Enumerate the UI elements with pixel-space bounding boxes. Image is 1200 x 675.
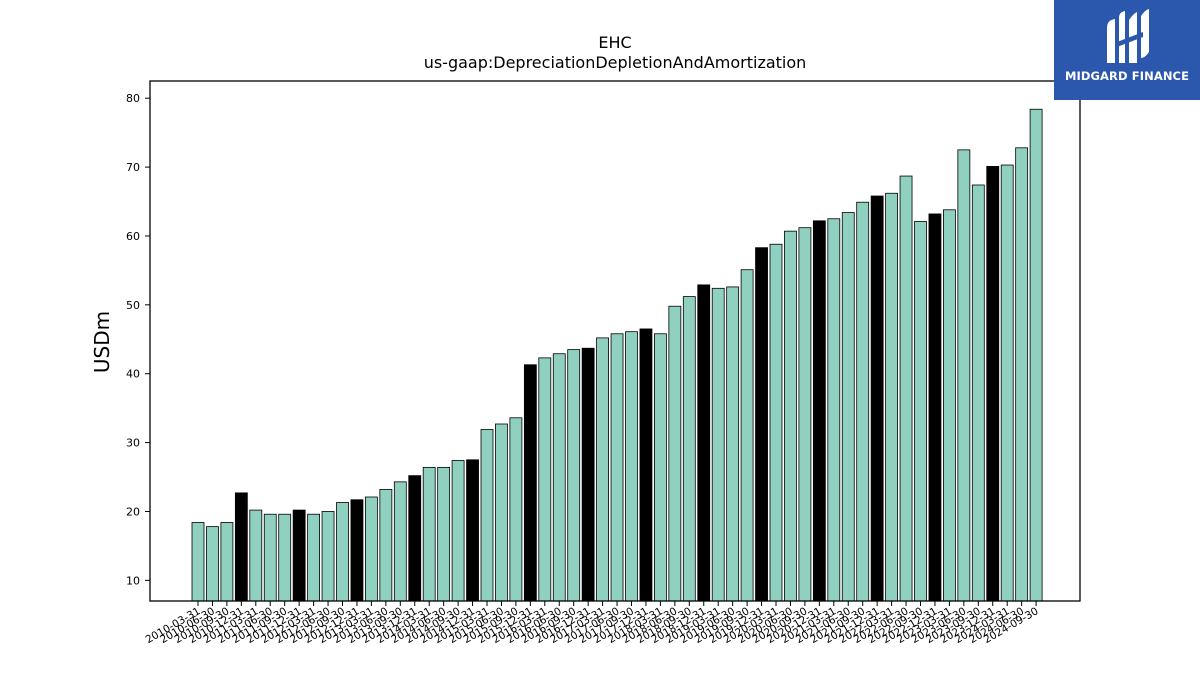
- bar: [755, 247, 768, 602]
- bar: [567, 349, 581, 602]
- bar: [408, 475, 422, 602]
- bar: [1000, 164, 1014, 602]
- bar: [379, 489, 393, 602]
- chart-subtitle: us-gaap:DepreciationDepletionAndAmortiza…: [424, 53, 807, 72]
- bar: [321, 511, 335, 602]
- bar: [364, 496, 378, 602]
- bar: [812, 220, 826, 602]
- bar: [509, 417, 523, 602]
- bar: [451, 460, 465, 602]
- y-tick-label: 50: [126, 299, 140, 312]
- bar: [914, 221, 927, 602]
- bar: [393, 481, 407, 602]
- bar: [639, 328, 653, 602]
- bar: [220, 522, 234, 602]
- plot-frame: [149, 80, 1081, 602]
- bar: [885, 192, 898, 602]
- bar: [552, 353, 566, 602]
- bar: [986, 165, 1000, 602]
- y-tick-label: 10: [126, 574, 140, 587]
- bar: [249, 509, 263, 602]
- bar: [191, 522, 205, 602]
- bar: [422, 466, 436, 602]
- bar: [523, 364, 537, 602]
- y-tick-label: 40: [126, 368, 140, 381]
- bar: [957, 149, 971, 602]
- bar: [263, 513, 277, 602]
- chart-title: EHC: [598, 33, 631, 52]
- bar: [711, 287, 725, 602]
- y-tick-label: 30: [126, 437, 140, 450]
- bar: [596, 337, 609, 602]
- x-axis: 2010-03-312010-06-302010-09-302010-12-31…: [144, 601, 1041, 646]
- bar: [943, 209, 956, 602]
- bar: [1029, 108, 1043, 602]
- bar: [538, 357, 552, 602]
- bar: [480, 429, 494, 602]
- bar: [1015, 147, 1029, 602]
- y-axis: 10 20 30 40 50 60 70 80: [126, 92, 150, 587]
- midgard-logo-icon: [1107, 9, 1149, 63]
- bar: [682, 296, 696, 602]
- bar: [798, 227, 812, 602]
- bar: [234, 492, 248, 602]
- bar: [928, 213, 942, 602]
- bar: [437, 466, 451, 602]
- bar: [495, 423, 508, 602]
- bar: [841, 212, 855, 602]
- bar: [292, 509, 306, 602]
- y-tick-label: 70: [126, 161, 140, 174]
- bar: [336, 502, 349, 602]
- bar: [350, 499, 364, 602]
- bar: [870, 195, 884, 602]
- y-tick-label: 60: [126, 230, 140, 243]
- bar: [740, 269, 754, 602]
- y-tick-label: 20: [126, 505, 140, 518]
- bar: [654, 333, 667, 602]
- bar: [856, 201, 870, 602]
- bar: [307, 513, 321, 602]
- bar: [726, 286, 740, 602]
- midgard-finance-logo: MIDGARD FINANCE: [1054, 0, 1200, 100]
- y-axis-label: USDm: [90, 311, 114, 373]
- bar: [278, 513, 292, 602]
- bars-group: [191, 108, 1043, 602]
- bar: [769, 243, 783, 602]
- bar: [466, 459, 479, 602]
- bar: [784, 230, 797, 602]
- y-tick-label: 80: [126, 92, 140, 105]
- bar: [610, 333, 624, 602]
- bar: [625, 331, 638, 602]
- bar: [581, 347, 595, 602]
- bar: [697, 284, 711, 602]
- bar: [206, 526, 219, 602]
- bar: [899, 175, 913, 602]
- logo-text: MIDGARD FINANCE: [1064, 69, 1190, 83]
- bar: [971, 184, 985, 602]
- bar: [668, 305, 682, 602]
- bar: [827, 218, 841, 602]
